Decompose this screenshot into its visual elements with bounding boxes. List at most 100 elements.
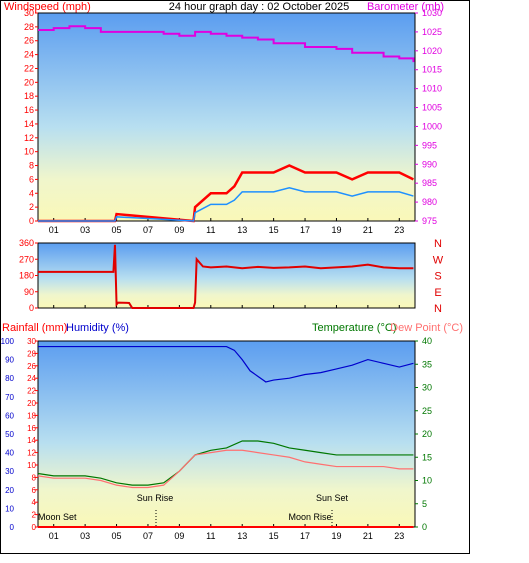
y-tick-label: 0 (32, 523, 37, 532)
y2-tick-label: 20 (422, 429, 432, 439)
x-tick-label: 01 (49, 531, 59, 541)
y-tick-label: 10 (24, 147, 34, 157)
x-tick-label: 23 (394, 531, 404, 541)
y-tick-label: 12 (24, 133, 34, 143)
humidity-tick-label: 0 (10, 523, 15, 532)
y-tick-label: 16 (24, 105, 34, 115)
y-tick-label: 20 (24, 77, 34, 87)
temperature-panel-background (37, 340, 416, 528)
x-tick-label: 13 (237, 225, 247, 235)
barometer-axis-title: Barometer (mb) (367, 1, 444, 13)
humidity-axis-title: Humidity (%) (66, 322, 129, 334)
graph-title: 24 hour graph day : 02 October 2025 (169, 1, 349, 13)
temperature-axis-title: Temperature (°C) (312, 322, 396, 334)
y-tick-label: 20 (27, 399, 36, 408)
humidity-line (38, 345, 414, 383)
y2-tick-label: 990 (422, 159, 437, 169)
outer-border (0, 0, 470, 554)
y2-tick-label: 995 (422, 140, 437, 150)
y2-tick-label: 35 (422, 359, 432, 369)
x-tick-label: 07 (143, 225, 153, 235)
y-tick-label: 6 (32, 486, 37, 495)
humidity-tick-label: 30 (5, 467, 14, 476)
x-tick-label: 09 (174, 225, 184, 235)
temperature-panel-axes: 0246810121416182022242628300102030405060… (1, 336, 432, 541)
y2-tick-label: 985 (422, 178, 437, 188)
humidity-tick-label: 40 (5, 449, 14, 458)
x-tick-label: 19 (331, 225, 341, 235)
compass-label: S (434, 271, 441, 283)
y-tick-label: 14 (24, 119, 34, 129)
y-tick-label: 14 (27, 436, 36, 445)
x-tick-label: 13 (237, 531, 247, 541)
wind-average-line (38, 186, 414, 222)
y-tick-label: 24 (27, 374, 36, 383)
y2-tick-label: 975 (422, 216, 437, 226)
wind-panel-series (38, 25, 415, 223)
y2-tick-label: 1010 (422, 84, 442, 94)
y-tick-label: 4 (32, 498, 37, 507)
barometer-line (38, 25, 415, 63)
y2-tick-label: 5 (422, 499, 427, 509)
y2-tick-label: 40 (422, 336, 432, 346)
wind-panel-background (37, 12, 416, 222)
y-tick-label: 270 (19, 254, 34, 264)
x-tick-label: 19 (331, 531, 341, 541)
x-tick-label: 03 (80, 531, 90, 541)
y2-tick-label: 30 (422, 383, 432, 393)
x-tick-label: 21 (363, 225, 373, 235)
y-tick-label: 28 (27, 349, 36, 358)
humidity-tick-label: 100 (1, 337, 15, 346)
y-tick-label: 360 (19, 238, 34, 248)
humidity-tick-label: 60 (5, 411, 14, 420)
x-tick-label: 15 (269, 225, 279, 235)
wind-direction-line (38, 244, 414, 309)
y-tick-label: 30 (24, 8, 34, 18)
compass-label: W (433, 254, 444, 266)
y-tick-label: 0 (29, 303, 34, 313)
moon-rise-label: Moon Rise (288, 512, 331, 522)
y2-tick-label: 1030 (422, 8, 442, 18)
y2-tick-label: 1015 (422, 65, 442, 75)
compass-label: N (434, 303, 442, 315)
dew-point-line (37, 449, 414, 489)
humidity-tick-label: 50 (5, 430, 14, 439)
moon-set-label: Moon Set (38, 512, 77, 522)
x-tick-label: 07 (143, 531, 153, 541)
x-tick-label: 09 (174, 531, 184, 541)
humidity-tick-label: 20 (5, 486, 14, 495)
direction-panel-background (37, 242, 416, 309)
compass-label: N (434, 238, 442, 250)
rainfall-axis-title: Rainfall (mm) (2, 322, 67, 334)
y-tick-label: 22 (27, 387, 36, 396)
x-tick-label: 15 (269, 531, 279, 541)
y-tick-label: 30 (27, 337, 36, 346)
y-tick-label: 2 (32, 511, 37, 520)
windspeed-axis-title: Windspeed (mph) (4, 1, 91, 13)
y-tick-label: 8 (32, 473, 37, 482)
y-tick-label: 90 (24, 287, 34, 297)
sun-rise-label: Sun Rise (137, 493, 174, 503)
y-tick-label: 180 (19, 271, 34, 281)
y-tick-label: 12 (27, 449, 36, 458)
y-tick-label: 6 (29, 174, 34, 184)
compass-label: E (434, 287, 441, 299)
y-tick-label: 22 (24, 63, 34, 73)
x-tick-label: 05 (112, 531, 122, 541)
y-tick-label: 8 (29, 161, 34, 171)
y2-tick-label: 0 (422, 522, 427, 532)
humidity-tick-label: 80 (5, 374, 14, 383)
y-tick-label: 10 (27, 461, 36, 470)
y-tick-label: 24 (24, 50, 34, 60)
wind-panel-axes: 0246810121416182022242628309759809859909… (24, 8, 442, 235)
y-tick-label: 26 (24, 36, 34, 46)
y2-tick-label: 980 (422, 197, 437, 207)
x-tick-label: 17 (300, 531, 310, 541)
y-tick-label: 26 (27, 362, 36, 371)
temperature-panel-series (37, 345, 414, 528)
humidity-tick-label: 10 (5, 504, 14, 513)
y2-tick-label: 1005 (422, 103, 442, 113)
y-tick-label: 28 (24, 22, 34, 32)
